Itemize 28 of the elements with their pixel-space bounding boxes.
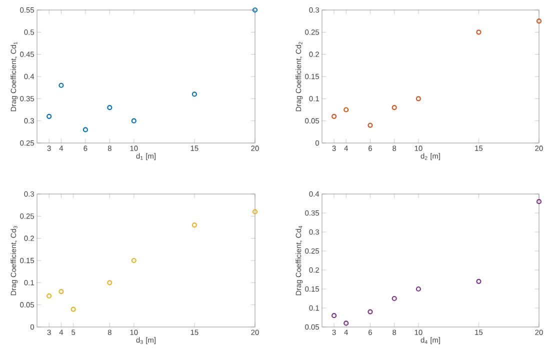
point (416, 286, 422, 292)
point (536, 18, 542, 24)
point (192, 222, 197, 228)
point (70, 306, 76, 312)
point (58, 288, 64, 294)
point (368, 309, 373, 314)
point (476, 30, 482, 35)
point (252, 209, 258, 214)
point (332, 313, 337, 318)
point (392, 104, 397, 110)
point (58, 82, 64, 88)
point (536, 199, 542, 204)
point (107, 104, 112, 110)
point (131, 258, 136, 264)
point (416, 96, 422, 102)
point (107, 280, 112, 286)
point (476, 278, 482, 284)
point (332, 114, 337, 119)
point (344, 320, 349, 326)
point (192, 92, 197, 97)
point (82, 127, 88, 132)
point (131, 118, 136, 124)
point (344, 107, 349, 112)
point (392, 296, 397, 302)
point (46, 114, 52, 119)
point (368, 122, 373, 128)
point (252, 7, 258, 13)
point (46, 293, 52, 299)
